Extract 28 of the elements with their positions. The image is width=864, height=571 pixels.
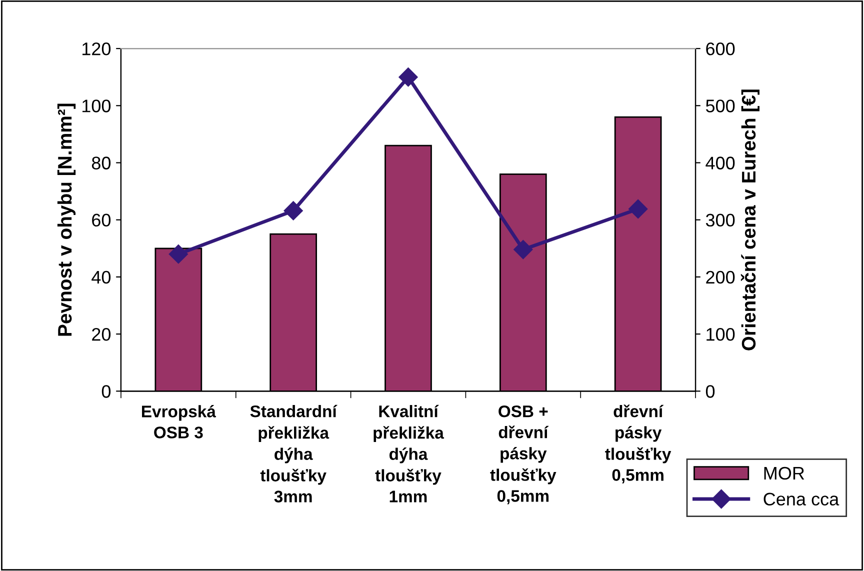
legend-label: Cena cca	[764, 492, 840, 506]
x-tick-label: Standardní překližka dýha tloušťky 3mm	[250, 404, 338, 502]
y2-tick-label: 0	[706, 385, 715, 398]
point	[628, 199, 648, 219]
y2-tick-label: 200	[706, 270, 735, 284]
y-tick-label: 0	[102, 385, 111, 398]
x-tick-label: dřevní pásky tloušťky 0,5mm	[605, 404, 672, 484]
point	[398, 68, 418, 87]
y-tick-label: 20	[92, 328, 111, 341]
y2-tick-label: 300	[706, 214, 735, 227]
y2-tick-label: 100	[706, 328, 735, 341]
y-axis-title: Pevnost v ohybu [N.mm²]	[57, 104, 76, 336]
y-tick-label: 80	[92, 156, 111, 170]
legend-label: MOR	[764, 466, 804, 480]
x-tick-label: OSB + dřevní pásky tloušťky 0,5mm	[490, 405, 556, 504]
y-tick-label: 60	[92, 214, 111, 227]
point	[514, 240, 533, 260]
y2-tick-label: 500	[706, 100, 735, 112]
y-tick-label: 100	[82, 100, 111, 112]
x-tick-label: Evropská OSB 3	[142, 405, 216, 438]
y-tick-label: 40	[92, 270, 111, 284]
x-tick-label: Kvalitní překližka dýha tloušťky 1mm	[374, 404, 444, 502]
y-tick-label: 120	[82, 42, 111, 56]
y2-tick-label: 600	[706, 42, 735, 56]
y2-tick-label: 400	[706, 156, 735, 170]
point	[168, 244, 188, 264]
point	[284, 201, 303, 220]
y2-axis-title: Orientační cena v Eurech [€]	[740, 90, 760, 350]
